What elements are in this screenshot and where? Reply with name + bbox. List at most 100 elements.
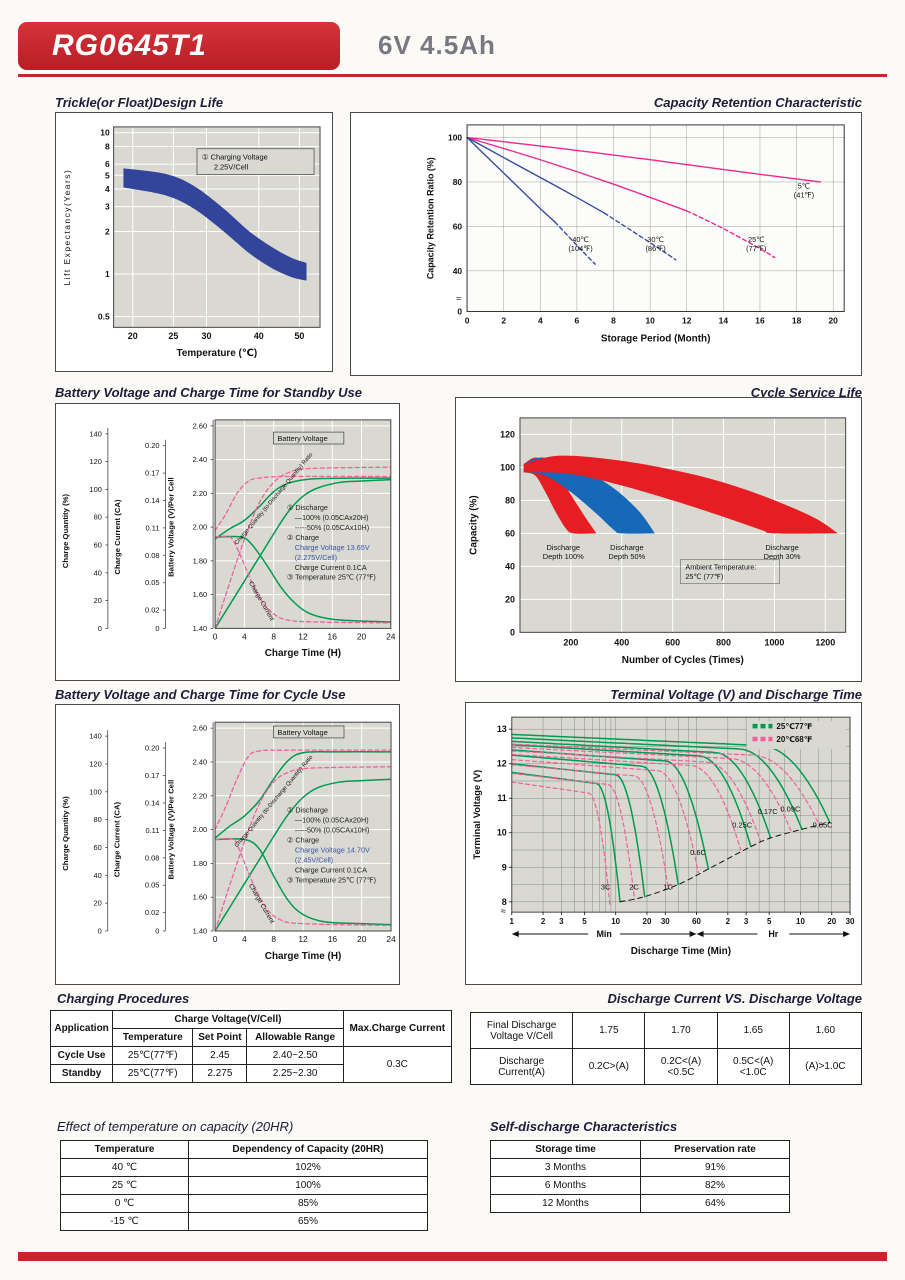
svg-text:2.25V/Cell: 2.25V/Cell (214, 163, 249, 172)
svg-text:③ Temperature 25℃ (77℉): ③ Temperature 25℃ (77℉) (287, 875, 376, 884)
svg-text:Discharge: Discharge (610, 543, 643, 552)
svg-text:8: 8 (611, 315, 616, 325)
svg-text:80: 80 (93, 815, 101, 824)
svg-text:Terminal Voltage (V): Terminal Voltage (V) (472, 770, 483, 860)
svg-text:3: 3 (559, 917, 564, 926)
svg-text:10: 10 (497, 828, 507, 838)
title-discharge-voltage: Discharge Current VS. Discharge Voltage (607, 991, 862, 1006)
svg-text:0.08: 0.08 (145, 853, 159, 862)
title-capacity-retention: Capacity Retention Characteristic (653, 95, 862, 110)
table-cell: 82% (640, 1176, 790, 1195)
chart-box-terminal-voltage: 3C 2C 1C 0.6C 0.25C 0.17C 0.09C 0.05C 25℃77℉ 20℃6… (465, 702, 862, 985)
svg-text:0.11: 0.11 (145, 826, 159, 835)
svg-text:Battery Voltage: Battery Voltage (277, 728, 327, 737)
table-header-cell: Final Discharge Voltage V/Cell (469, 1012, 574, 1049)
svg-text:① Discharge: ① Discharge (287, 503, 328, 512)
svg-text:120: 120 (89, 759, 101, 768)
table-cell: 2.40~2.50 (246, 1046, 344, 1065)
svg-text:60: 60 (94, 540, 102, 549)
table-header-cell: Temperature (112, 1028, 194, 1047)
svg-text:(86℉): (86℉) (645, 244, 666, 253)
svg-text:12: 12 (298, 934, 308, 944)
svg-text:1000: 1000 (765, 637, 785, 647)
svg-text:Storage Period (Month): Storage Period (Month) (601, 333, 711, 344)
svg-text:1.80: 1.80 (193, 556, 207, 565)
svg-text:0: 0 (457, 306, 462, 316)
svg-text:Battery Voltage (V)/Per Cell: Battery Voltage (V)/Per Cell (166, 477, 175, 577)
svg-text:0: 0 (155, 926, 159, 935)
footer-bar (18, 1252, 887, 1261)
svg-text:2.60: 2.60 (193, 724, 207, 733)
svg-text:9: 9 (502, 862, 507, 872)
svg-text:Charge Time (H): Charge Time (H) (265, 648, 341, 659)
svg-text:1.60: 1.60 (193, 590, 207, 599)
svg-text:0.14: 0.14 (145, 496, 159, 505)
svg-text:1: 1 (105, 269, 110, 279)
table-cell: 0.2C<(A)<0.5C (644, 1048, 718, 1085)
capacity-retention-chart: 40℃(104℉)30℃(86℉)25℃(77℉)5℃(41℉)40608010… (425, 124, 845, 344)
title-terminal-voltage: Terminal Voltage (V) and Discharge Time (610, 687, 862, 702)
svg-text:10: 10 (796, 917, 805, 926)
table-cell: 25℃(77℉) (112, 1064, 194, 1083)
table-cell: 0 ℃ (60, 1194, 189, 1213)
table-cell: (A)>1.0C (788, 1048, 863, 1085)
table-cell: 64% (640, 1194, 790, 1213)
svg-text:0: 0 (98, 926, 102, 935)
table-cell: 25℃(77℉) (112, 1046, 194, 1065)
svg-text:0: 0 (213, 934, 218, 944)
table-cell: 65% (188, 1212, 428, 1231)
table-cell: 1.75 (572, 1012, 646, 1049)
svg-text:80: 80 (94, 513, 102, 522)
svg-text:40: 40 (93, 871, 101, 880)
svg-text:2: 2 (541, 917, 546, 926)
svg-text:≈: ≈ (501, 906, 506, 916)
svg-text:25: 25 (168, 331, 178, 341)
table-header-cell: Allowable Range (246, 1028, 344, 1047)
svg-text:40: 40 (94, 568, 102, 577)
svg-text:Temperature (℃): Temperature (℃) (177, 348, 258, 359)
svg-text:20℃68℉: 20℃68℉ (776, 735, 812, 744)
table-cell: 0.5C<(A)<1.0C (716, 1048, 790, 1085)
svg-text:0.02: 0.02 (145, 908, 159, 917)
svg-text:1.40: 1.40 (193, 624, 207, 633)
svg-text:10: 10 (645, 315, 655, 325)
svg-text:4: 4 (242, 631, 247, 641)
table-cell: 2.45 (192, 1046, 248, 1065)
svg-text:Charge Current 0.1CA: Charge Current 0.1CA (295, 563, 367, 572)
svg-text:Charge Current (CA): Charge Current (CA) (113, 801, 122, 877)
svg-text:20: 20 (357, 631, 367, 641)
table-header-cell: Max.Charge Current (342, 1010, 453, 1047)
svg-text:① Discharge: ① Discharge (287, 806, 328, 815)
svg-text:3C: 3C (601, 883, 611, 892)
svg-text:0.02: 0.02 (145, 606, 159, 615)
svg-text:0.09C: 0.09C (780, 804, 801, 813)
table-cell: 2.25~2.30 (246, 1064, 344, 1083)
svg-text:≈: ≈ (456, 294, 461, 304)
svg-text:Depth 30%: Depth 30% (764, 552, 801, 561)
svg-text:0.20: 0.20 (145, 441, 159, 450)
chart-box-capacity-retention: 40℃ (104℉) 30℃ (86℉) 25℃ (77℉) 5℃ (41℉) 40 60 80 10… (350, 112, 862, 376)
table-header-cell: Preservation rate (640, 1140, 790, 1159)
svg-text:8: 8 (105, 141, 110, 151)
svg-text:(2.275V/Cell): (2.275V/Cell) (295, 553, 337, 562)
header-divider (18, 74, 887, 77)
svg-text:30: 30 (202, 331, 212, 341)
svg-text:2.20: 2.20 (193, 791, 207, 800)
charging-procedures-table: Application Charge Voltage(V/Cell) Max.C… (49, 1010, 453, 1083)
svg-text:0.14: 0.14 (145, 798, 159, 807)
model-number: RG0645T1 (52, 29, 207, 62)
svg-text:30: 30 (846, 917, 855, 926)
svg-text:Depth 100%: Depth 100% (543, 552, 584, 561)
svg-text:(2.45V/Cell): (2.45V/Cell) (295, 855, 333, 864)
svg-text:② Charge: ② Charge (287, 836, 319, 845)
svg-text:20: 20 (829, 315, 839, 325)
table-cell: 40 ℃ (60, 1158, 189, 1177)
svg-text:1.40: 1.40 (193, 926, 207, 935)
svg-text:③ Temperature 25℃ (77℉): ③ Temperature 25℃ (77℉) (287, 573, 376, 582)
svg-text:2.00: 2.00 (193, 825, 207, 834)
svg-text:Lift Expectancy(Years): Lift Expectancy(Years) (62, 169, 72, 286)
svg-text:60: 60 (453, 221, 463, 231)
svg-text:25℃ (77℉): 25℃ (77℉) (685, 572, 723, 581)
svg-text:100: 100 (500, 462, 515, 472)
